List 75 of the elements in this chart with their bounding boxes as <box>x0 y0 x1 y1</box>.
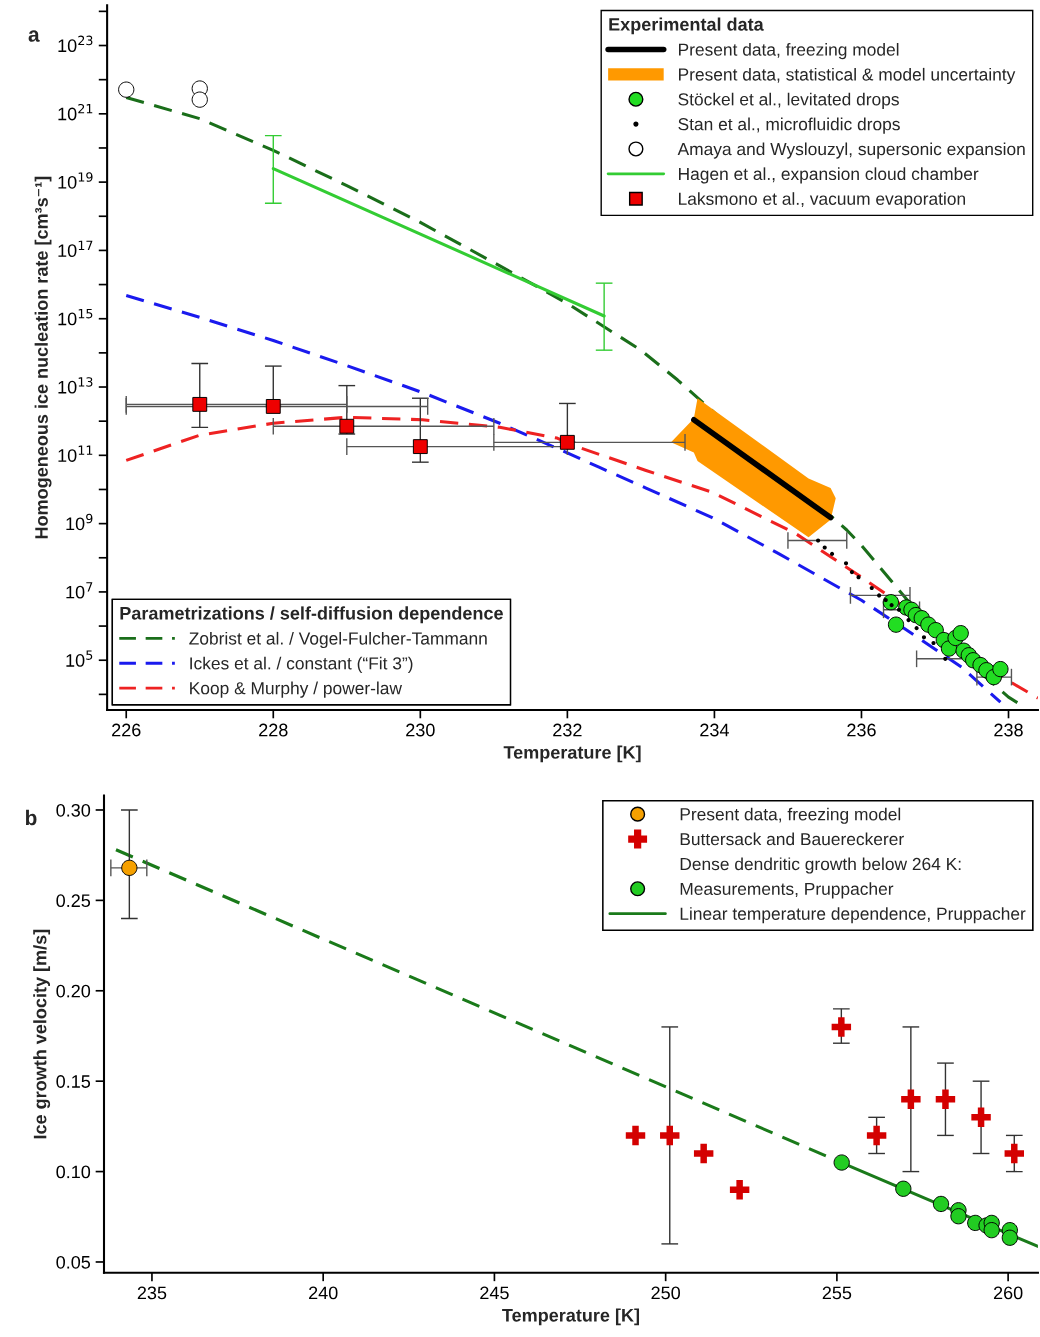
text: Dense dendritic growth below 264 K: <box>680 857 961 874</box>
point <box>625 1125 646 1146</box>
legend-label: Present data, freezing model <box>680 807 901 824</box>
point <box>843 561 849 566</box>
x-axis-title: Temperature [K] <box>502 1308 640 1326</box>
point <box>943 656 948 661</box>
point <box>921 635 927 640</box>
point <box>889 603 894 608</box>
legend-label: Linear temperature dependence, Pruppacher <box>680 907 1026 924</box>
legend-label: Stöckel et al., levitated drops <box>678 92 899 109</box>
y-tick-label: 0.30 <box>56 803 91 817</box>
y-tick-label: 10$^{5}$ <box>66 650 93 667</box>
y-tick-label: 10$^{7}$ <box>66 582 93 599</box>
legend-label: Amaya and Wyslouzyl, supersonic expansion <box>677 142 1025 159</box>
text: Parametrizations / self-diffusion dependence <box>120 606 503 624</box>
point <box>866 1125 887 1146</box>
legend-label: Present data, statistical & model uncertainty <box>679 67 1016 85</box>
y-tick-label: 0.10 <box>56 1165 91 1179</box>
legend-label: Laksmono et al., vacuum evaporation <box>679 192 965 209</box>
x-tick-label: 240 <box>309 1286 338 1300</box>
y-tick-label: 10$^{23}$ <box>58 35 93 53</box>
x-tick-label: 260 <box>993 1286 1023 1300</box>
y-tick-label: 10$^{15}$ <box>58 309 93 326</box>
point <box>914 626 919 631</box>
point <box>856 575 861 580</box>
point <box>829 551 835 556</box>
legend-label: Zobrist et al. / Vogel-Fulcher-Tammann <box>189 631 487 649</box>
point <box>896 607 902 612</box>
x-tick-label: 255 <box>822 1286 852 1300</box>
x-tick-label: 234 <box>700 723 729 737</box>
point <box>849 570 854 575</box>
point <box>693 1143 714 1164</box>
y-tick-label: 10$^{13}$ <box>58 377 93 394</box>
legend-label: Hagen et al., expansion cloud chamber <box>679 167 979 184</box>
point <box>935 1089 956 1109</box>
point <box>901 1089 921 1109</box>
y-axis-title: Ice growth velocity [m/s] <box>33 929 51 1139</box>
legend-label: Koop & Murphy / power-law <box>190 681 403 698</box>
legend-label: Buttersack and Bauereckerer <box>680 832 904 846</box>
point <box>971 1107 991 1128</box>
x-tick-label: 235 <box>137 1286 167 1300</box>
x-tick-label: 230 <box>406 723 435 737</box>
y-axis-title: Homogeneous ice nucleation rate [cm³s⁻¹] <box>34 176 52 539</box>
y-tick-label: 10$^{9}$ <box>66 513 93 531</box>
point <box>1004 1143 1025 1164</box>
x-tick-label: 245 <box>480 1286 509 1300</box>
text: b <box>25 809 37 826</box>
point <box>729 1179 750 1200</box>
x-tick-label: 250 <box>651 1286 681 1300</box>
legend-label: Present data, freezing model <box>679 43 899 60</box>
point <box>883 597 888 603</box>
point <box>869 585 874 591</box>
point <box>831 1017 852 1037</box>
point <box>816 538 821 543</box>
x-tick-label: 226 <box>112 723 141 737</box>
legend-title: Experimental data <box>609 17 764 35</box>
y-tick-label: 10$^{17}$ <box>58 240 93 258</box>
text: a <box>28 30 40 42</box>
y-tick-label: 10$^{11}$ <box>58 445 93 462</box>
x-tick-label: 236 <box>847 723 876 737</box>
x-axis-title: Temperature [K] <box>503 745 641 763</box>
y-tick-label: 10$^{21}$ <box>58 103 93 121</box>
legend-label: Ickes et al. / constant (“Fit 3”) <box>190 656 413 673</box>
legend-label: Stan et al., microfluidic drops <box>678 117 900 134</box>
y-tick-label: 10$^{19}$ <box>58 172 93 189</box>
x-tick-label: 238 <box>994 723 1023 737</box>
y-tick-label: 0.05 <box>56 1255 91 1269</box>
point <box>660 1125 680 1146</box>
legend-label: Measurements, Pruppacher <box>680 882 894 899</box>
y-tick-label: 0.15 <box>56 1075 91 1088</box>
x-tick-label: 228 <box>259 723 288 737</box>
point <box>877 593 882 598</box>
y-tick-label: 0.20 <box>56 984 91 998</box>
x-tick-label: 232 <box>553 723 582 737</box>
y-tick-label: 0.25 <box>56 894 91 908</box>
